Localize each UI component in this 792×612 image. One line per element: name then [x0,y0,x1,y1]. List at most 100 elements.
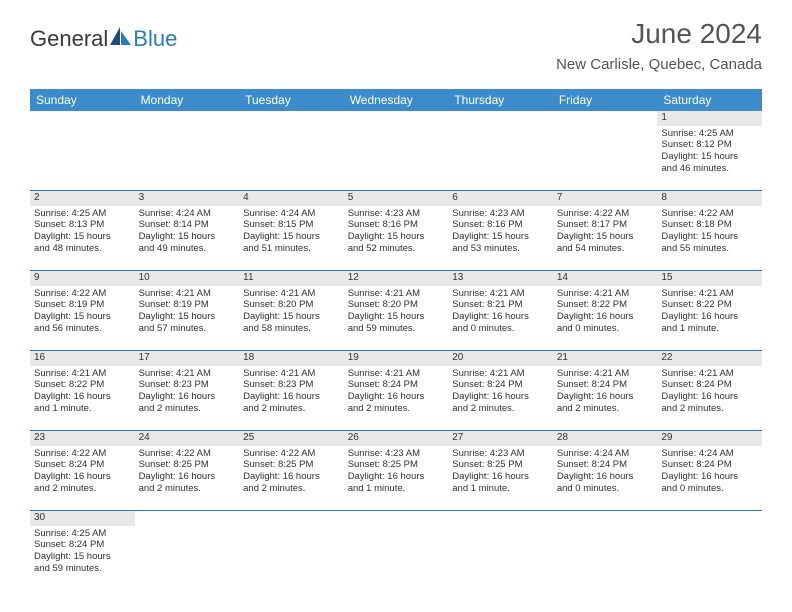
weekday-header: Wednesday [344,89,449,111]
day-detail-line: and 49 minutes. [139,243,236,255]
day-detail-line: Sunrise: 4:21 AM [661,288,758,300]
day-number-cell: 18 [239,351,344,366]
day-detail-line: Daylight: 16 hours [243,391,340,403]
day-detail-line: Sunrise: 4:23 AM [452,208,549,220]
day-detail-line: and 56 minutes. [34,323,131,335]
day-detail-cell: Sunrise: 4:21 AMSunset: 8:20 PMDaylight:… [239,286,344,351]
brand-part1: General [30,26,108,52]
day-detail-line: Sunrise: 4:21 AM [139,368,236,380]
day-detail-line: Sunrise: 4:21 AM [243,288,340,300]
day-number-cell: 9 [30,271,135,286]
day-detail-line: Daylight: 16 hours [348,471,445,483]
month-title: June 2024 [556,18,762,50]
location-text: New Carlisle, Quebec, Canada [556,56,762,73]
day-detail-line: Sunrise: 4:22 AM [557,208,654,220]
day-detail-line: Sunset: 8:25 PM [243,459,340,471]
day-detail-line: Sunset: 8:24 PM [452,379,549,391]
day-detail-line: and 59 minutes. [348,323,445,335]
title-block: June 2024 New Carlisle, Quebec, Canada [556,18,762,73]
day-number-cell [448,111,553,126]
day-detail-line: Sunrise: 4:24 AM [661,448,758,460]
day-detail-row: Sunrise: 4:25 AMSunset: 8:12 PMDaylight:… [30,126,762,191]
day-detail-line: Daylight: 16 hours [557,391,654,403]
day-detail-line: and 48 minutes. [34,243,131,255]
day-detail-line: Sunrise: 4:23 AM [348,208,445,220]
day-detail-line: Daylight: 16 hours [661,391,758,403]
day-detail-line: and 51 minutes. [243,243,340,255]
day-detail-line: Sunrise: 4:21 AM [348,288,445,300]
day-detail-line: Daylight: 16 hours [34,471,131,483]
day-number-cell: 15 [657,271,762,286]
day-detail-line: Sunrise: 4:21 AM [557,288,654,300]
day-detail-line: Daylight: 16 hours [348,391,445,403]
day-detail-line: Daylight: 15 hours [348,311,445,323]
day-detail-line: Sunset: 8:24 PM [34,459,131,471]
day-detail-line: and 53 minutes. [452,243,549,255]
day-detail-cell: Sunrise: 4:21 AMSunset: 8:24 PMDaylight:… [448,366,553,431]
day-number-row: 16171819202122 [30,351,762,366]
day-detail-line: Sunrise: 4:21 AM [557,368,654,380]
day-detail-line: Sunrise: 4:23 AM [348,448,445,460]
day-detail-cell: Sunrise: 4:21 AMSunset: 8:20 PMDaylight:… [344,286,449,351]
day-detail-cell [448,526,553,591]
day-detail-cell: Sunrise: 4:24 AMSunset: 8:24 PMDaylight:… [657,446,762,511]
day-number-cell [135,111,240,126]
weekday-header: Saturday [657,89,762,111]
day-detail-line: Daylight: 16 hours [452,471,549,483]
brand-part2: Blue [133,26,177,52]
weekday-header: Friday [553,89,658,111]
day-number-cell: 26 [344,431,449,446]
day-number-cell: 30 [30,511,135,526]
day-detail-line: Sunrise: 4:24 AM [139,208,236,220]
day-detail-line: Sunrise: 4:21 AM [661,368,758,380]
day-detail-line: and 52 minutes. [348,243,445,255]
day-detail-line: and 2 minutes. [557,403,654,415]
day-detail-line: and 2 minutes. [661,403,758,415]
day-number-cell [553,111,658,126]
day-detail-line: Daylight: 16 hours [661,471,758,483]
day-detail-line: Sunset: 8:20 PM [243,299,340,311]
day-detail-line: Sunrise: 4:21 AM [348,368,445,380]
day-number-row: 1 [30,111,762,126]
day-detail-line: Daylight: 16 hours [661,311,758,323]
day-detail-line: Sunset: 8:24 PM [557,459,654,471]
day-detail-line: Daylight: 16 hours [452,311,549,323]
day-number-cell: 7 [553,191,658,206]
day-number-cell: 28 [553,431,658,446]
day-number-cell: 4 [239,191,344,206]
day-detail-line: Daylight: 15 hours [557,231,654,243]
day-detail-cell: Sunrise: 4:22 AMSunset: 8:24 PMDaylight:… [30,446,135,511]
day-detail-line: Sunset: 8:16 PM [348,219,445,231]
day-number-cell: 22 [657,351,762,366]
day-detail-line: Sunset: 8:23 PM [139,379,236,391]
day-detail-line: Sunrise: 4:24 AM [243,208,340,220]
day-detail-cell [344,526,449,591]
day-detail-line: Sunset: 8:19 PM [139,299,236,311]
day-detail-line: Sunrise: 4:23 AM [452,448,549,460]
day-detail-line: Sunset: 8:17 PM [557,219,654,231]
day-number-cell: 29 [657,431,762,446]
logo-sail-icon [110,27,132,52]
day-detail-line: Daylight: 15 hours [139,311,236,323]
day-detail-line: Sunset: 8:25 PM [348,459,445,471]
day-detail-line: Sunset: 8:22 PM [661,299,758,311]
day-detail-line: Sunrise: 4:21 AM [139,288,236,300]
day-number-cell [344,511,449,526]
day-detail-line: and 2 minutes. [243,483,340,495]
day-detail-line: Daylight: 15 hours [34,311,131,323]
day-detail-cell: Sunrise: 4:21 AMSunset: 8:23 PMDaylight:… [135,366,240,431]
day-detail-line: Sunrise: 4:21 AM [243,368,340,380]
day-detail-cell: Sunrise: 4:21 AMSunset: 8:24 PMDaylight:… [657,366,762,431]
weekday-header: Tuesday [239,89,344,111]
day-number-cell: 3 [135,191,240,206]
day-detail-line: Sunset: 8:24 PM [661,459,758,471]
day-detail-line: and 2 minutes. [243,403,340,415]
day-detail-cell: Sunrise: 4:23 AMSunset: 8:25 PMDaylight:… [344,446,449,511]
day-detail-line: Sunset: 8:21 PM [452,299,549,311]
day-detail-line: Sunset: 8:22 PM [34,379,131,391]
day-detail-line: Sunset: 8:22 PM [557,299,654,311]
day-detail-line: Sunrise: 4:25 AM [34,528,131,540]
day-detail-line: Sunrise: 4:25 AM [34,208,131,220]
weekday-header: Monday [135,89,240,111]
day-detail-row: Sunrise: 4:21 AM Sunset: 8:22 PM Daylight:… [30,366,762,431]
